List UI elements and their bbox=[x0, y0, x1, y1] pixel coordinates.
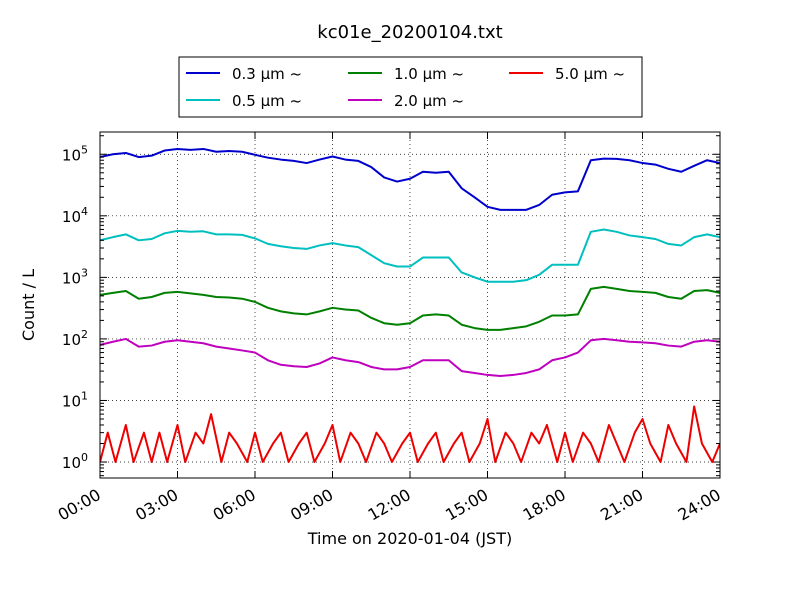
chart-title: kc01e_20200104.txt bbox=[317, 22, 502, 43]
legend-label-0: 0.3 μm ~ bbox=[232, 65, 302, 83]
series-line-1 bbox=[100, 228, 720, 283]
x-tick-label: 00:00 bbox=[55, 485, 104, 525]
legend-label-3: 2.0 μm ~ bbox=[394, 92, 464, 110]
series-line-3 bbox=[100, 337, 720, 377]
y-tick-label: 103 bbox=[62, 266, 88, 287]
x-tick-label: 21:00 bbox=[597, 485, 646, 525]
y-axis-label: Count / L bbox=[19, 269, 38, 341]
y-tick-label: 104 bbox=[62, 205, 88, 226]
y-tick-label: 105 bbox=[62, 143, 88, 164]
y-tick-label: 102 bbox=[62, 328, 88, 349]
x-tick-label: 24:00 bbox=[675, 485, 724, 525]
series-layer bbox=[100, 147, 720, 464]
series-line-2 bbox=[100, 285, 720, 331]
x-axis-label: Time on 2020-01-04 (JST) bbox=[307, 529, 512, 548]
legend-label-2: 1.0 μm ~ bbox=[394, 65, 464, 83]
series-line-4 bbox=[100, 405, 720, 464]
x-tick-label: 15:00 bbox=[442, 485, 491, 525]
y-tick-label: 100 bbox=[62, 451, 88, 472]
legend-label-4: 5.0 μm ~ bbox=[555, 65, 625, 83]
x-tick-label: 12:00 bbox=[365, 485, 414, 525]
y-tick-label: 101 bbox=[62, 389, 88, 410]
legend-box bbox=[178, 56, 643, 118]
legend-label-1: 0.5 μm ~ bbox=[232, 92, 302, 110]
x-tick-label: 03:00 bbox=[132, 485, 181, 525]
legend: 0.3 μm ~ 0.5 μm ~ 1.0 μm ~ 2.0 μm ~ 5.0 μm ~ bbox=[178, 56, 643, 118]
x-tick-label: 09:00 bbox=[287, 485, 336, 525]
series-line-0 bbox=[100, 147, 720, 211]
x-tick-label: 18:00 bbox=[520, 485, 569, 525]
y-axis: 100 101 102 103 104 105 bbox=[62, 135, 720, 477]
x-tick-label: 06:00 bbox=[210, 485, 259, 525]
